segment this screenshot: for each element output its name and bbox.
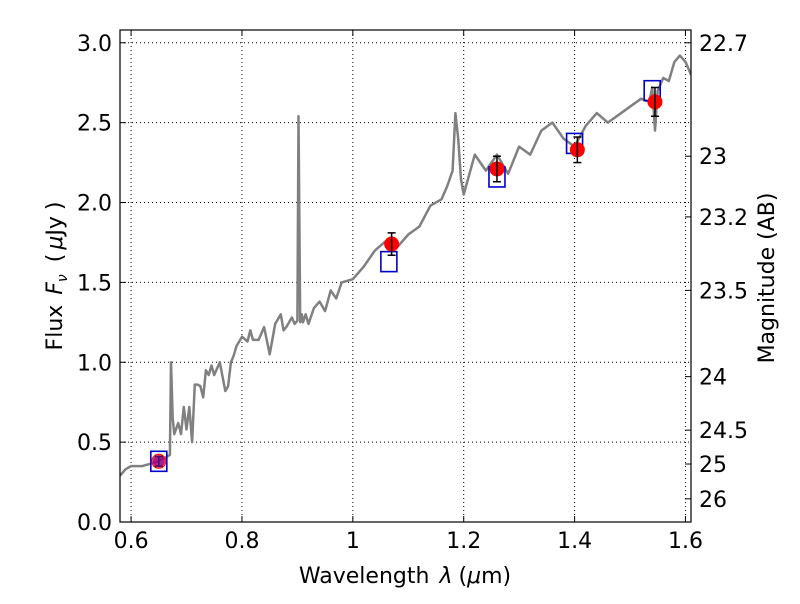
y-tick-label: 3.0: [77, 32, 112, 57]
spectrum-line: [120, 54, 691, 477]
y-tick-label: 0.5: [77, 431, 112, 456]
right-tick-label: 22.7: [699, 32, 748, 57]
x-tick-label: 1: [346, 529, 360, 554]
right-tick-label: 25: [699, 453, 727, 478]
model-point-square: [380, 250, 398, 273]
ticks: 0.6 0.8 1 1.2 1.4 1.6 0.0 0.5 1.0 1.5 2.0 2.5 3.0 22.…: [77, 30, 748, 554]
grid: [120, 30, 691, 522]
y-tick-label: 2.0: [77, 192, 112, 217]
right-tick-label: 23: [699, 145, 727, 170]
model-point-square: [150, 450, 168, 473]
x-tick-label: 0.8: [224, 529, 259, 554]
x-tick-label: 1.2: [446, 529, 481, 554]
right-tick-label: 23.2: [699, 206, 748, 231]
right-tick-label: 26: [699, 488, 727, 513]
series-layer: [120, 54, 691, 477]
right-tick-label: 24.5: [699, 419, 748, 444]
x-axis-title: Wavelength λ (μm): [299, 564, 511, 589]
overlap-point: [152, 455, 165, 468]
right-axis-title: Magnitude (AB): [755, 193, 780, 364]
y-tick-label: 2.5: [77, 112, 112, 137]
y-tick-label: 1.5: [77, 271, 112, 296]
right-tick-label: 24: [699, 366, 727, 391]
y-axis-title: FluxFν(μJy): [43, 202, 71, 351]
y-tick-label: 1.0: [77, 351, 112, 376]
plot-frame: [119, 29, 692, 523]
right-tick-label: 23.5: [699, 279, 748, 304]
x-tick-label: 1.6: [668, 529, 703, 554]
x-tick-label: 0.6: [114, 529, 149, 554]
x-tick-label: 1.4: [557, 529, 592, 554]
y-tick-label: 0.0: [77, 511, 112, 536]
